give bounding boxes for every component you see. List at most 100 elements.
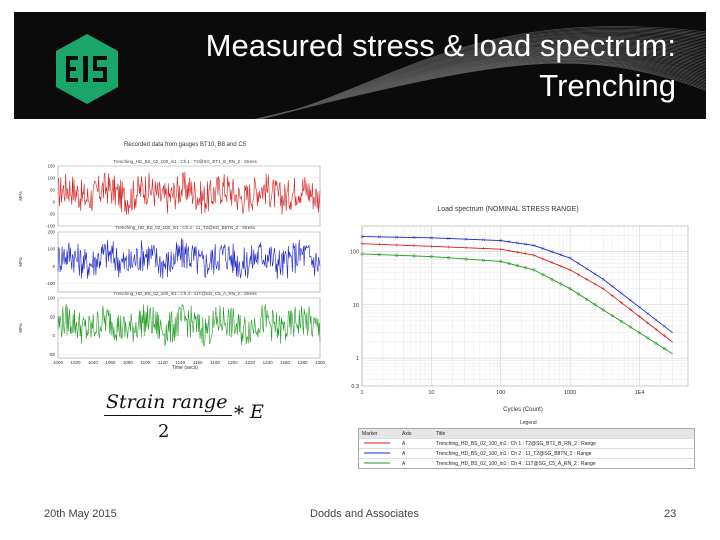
data-point xyxy=(662,334,666,338)
data-point xyxy=(541,246,545,251)
data-point xyxy=(532,268,536,272)
x-tick-label: 1080 xyxy=(123,360,134,365)
data-point xyxy=(585,267,589,271)
data-point xyxy=(395,253,399,257)
data-point xyxy=(481,238,485,242)
x-tick-label: 1020 xyxy=(70,360,81,365)
data-point xyxy=(524,266,528,270)
wave-line xyxy=(255,62,706,119)
data-point xyxy=(585,277,589,281)
data-point xyxy=(429,255,433,259)
time-series-panel-3: Trenching_HD_BS_02_100_in1 : Ch 4 : 11T@… xyxy=(18,291,321,359)
data-point xyxy=(360,252,364,256)
series-line xyxy=(57,171,321,215)
data-point xyxy=(507,240,511,244)
data-point xyxy=(550,261,554,265)
legend-axis: A xyxy=(402,460,406,467)
x-tick-label: 1120 xyxy=(158,360,168,365)
x-tick-label: 1300 xyxy=(315,360,326,365)
y-tick-label: 1 xyxy=(356,356,359,362)
data-point xyxy=(559,264,563,268)
legend-title: Legend xyxy=(520,420,537,426)
data-point xyxy=(515,264,519,268)
time-series-panel-1: Trenching_HD_BS_02_100_in1 : Ch 1 : T2@S… xyxy=(18,159,321,229)
data-point xyxy=(395,235,399,239)
spectrum-series-2 xyxy=(360,235,673,334)
data-point xyxy=(654,327,658,331)
load-spectrum-xlabel: Cycles (Count) xyxy=(503,407,543,413)
data-point xyxy=(360,235,364,239)
data-point xyxy=(499,247,503,251)
data-point xyxy=(559,253,563,257)
formula-factor: E xyxy=(250,401,264,423)
x-tick-label: 10 xyxy=(428,390,434,396)
panel-caption: Trenching_HD_BS_02_100_in1 : Ch 4 : 11T@… xyxy=(113,291,257,296)
data-point xyxy=(619,319,623,323)
data-point xyxy=(619,301,623,305)
data-point xyxy=(585,297,589,301)
y-tick-label: -50 xyxy=(48,212,55,217)
data-point xyxy=(593,303,597,307)
data-point xyxy=(507,249,511,253)
data-point xyxy=(550,250,554,254)
legend-header-marker: Marker xyxy=(362,430,378,437)
footer-date: 20th May 2015 xyxy=(44,508,117,520)
x-tick-label: 1160 xyxy=(193,360,203,365)
data-point xyxy=(515,250,519,254)
legend-series-name: Trenching_HD_BS_02_100_in1 : Ch 2 : 11_T… xyxy=(436,450,592,457)
x-tick-label: 1040 xyxy=(88,360,99,365)
data-point xyxy=(601,277,605,281)
y-axis-label: MPa xyxy=(18,323,23,333)
x-tick-label: 100 xyxy=(496,390,505,396)
data-point xyxy=(447,256,451,260)
data-point xyxy=(499,238,503,243)
y-axis-label: MPa xyxy=(18,257,23,267)
time-series-panel-2: Trenching_HD_BS_02_100_in1 : Ch 2 : 11_T… xyxy=(18,225,321,293)
panel-frame xyxy=(57,297,321,359)
data-point xyxy=(601,308,605,312)
data-point xyxy=(576,292,580,296)
data-point xyxy=(654,341,658,345)
footer-company: Dodds and Associates xyxy=(310,508,419,520)
data-point xyxy=(412,235,416,240)
data-point xyxy=(507,262,511,266)
formula-operator: * xyxy=(234,401,244,425)
y-tick-label: 50 xyxy=(50,314,56,319)
series-line xyxy=(57,303,321,347)
data-point xyxy=(568,256,572,260)
x-tick-label: 1060 xyxy=(105,360,116,365)
x-tick-label: 1280 xyxy=(298,360,309,365)
y-tick-label: 150 xyxy=(47,164,55,169)
data-point xyxy=(576,261,580,265)
data-point xyxy=(481,258,485,262)
data-point xyxy=(646,321,650,325)
data-point xyxy=(550,277,554,281)
load-spectrum-chart: Load spectrum (NOMINAL STRESS RANGE) 1 10… xyxy=(338,200,698,425)
data-point xyxy=(429,236,433,240)
legend-series-name: Trenching_HD_BS_02_100_in1 : Ch 4 : 11T@… xyxy=(436,460,596,467)
data-point xyxy=(601,287,605,291)
title-line-1: Measured stress & load spectrum: xyxy=(205,28,676,63)
data-point xyxy=(541,257,545,261)
data-point xyxy=(637,305,642,309)
plot-frame xyxy=(361,225,689,387)
y-tick-label: 0 xyxy=(52,264,55,269)
data-point xyxy=(646,312,650,316)
data-point xyxy=(377,242,381,246)
load-spectrum-title: Load spectrum (NOMINAL STRESS RANGE) xyxy=(437,206,578,213)
time-series-title: Recorded data from gauges BT10, B8 and C… xyxy=(124,142,247,148)
slide-title: Measured stress & load spectrum: Trenchi… xyxy=(116,26,676,106)
y-tick-label: 100 xyxy=(47,247,55,252)
legend-header-axis: Axis xyxy=(402,430,412,437)
data-point xyxy=(628,325,632,329)
x-tick-label: 1100 xyxy=(140,360,150,365)
y-axis-label: MPa xyxy=(18,191,23,201)
data-point xyxy=(377,235,381,239)
data-point xyxy=(610,284,614,288)
legend-axis: A xyxy=(402,450,406,457)
x-tick-label: 1260 xyxy=(280,360,291,365)
legend-row: A Trenching_HD_BS_02_100_in1 : Ch 1 : T2@… xyxy=(359,439,694,449)
data-point xyxy=(412,244,416,248)
y-tick-label: 10 xyxy=(353,303,359,309)
legend-marker xyxy=(359,450,402,458)
